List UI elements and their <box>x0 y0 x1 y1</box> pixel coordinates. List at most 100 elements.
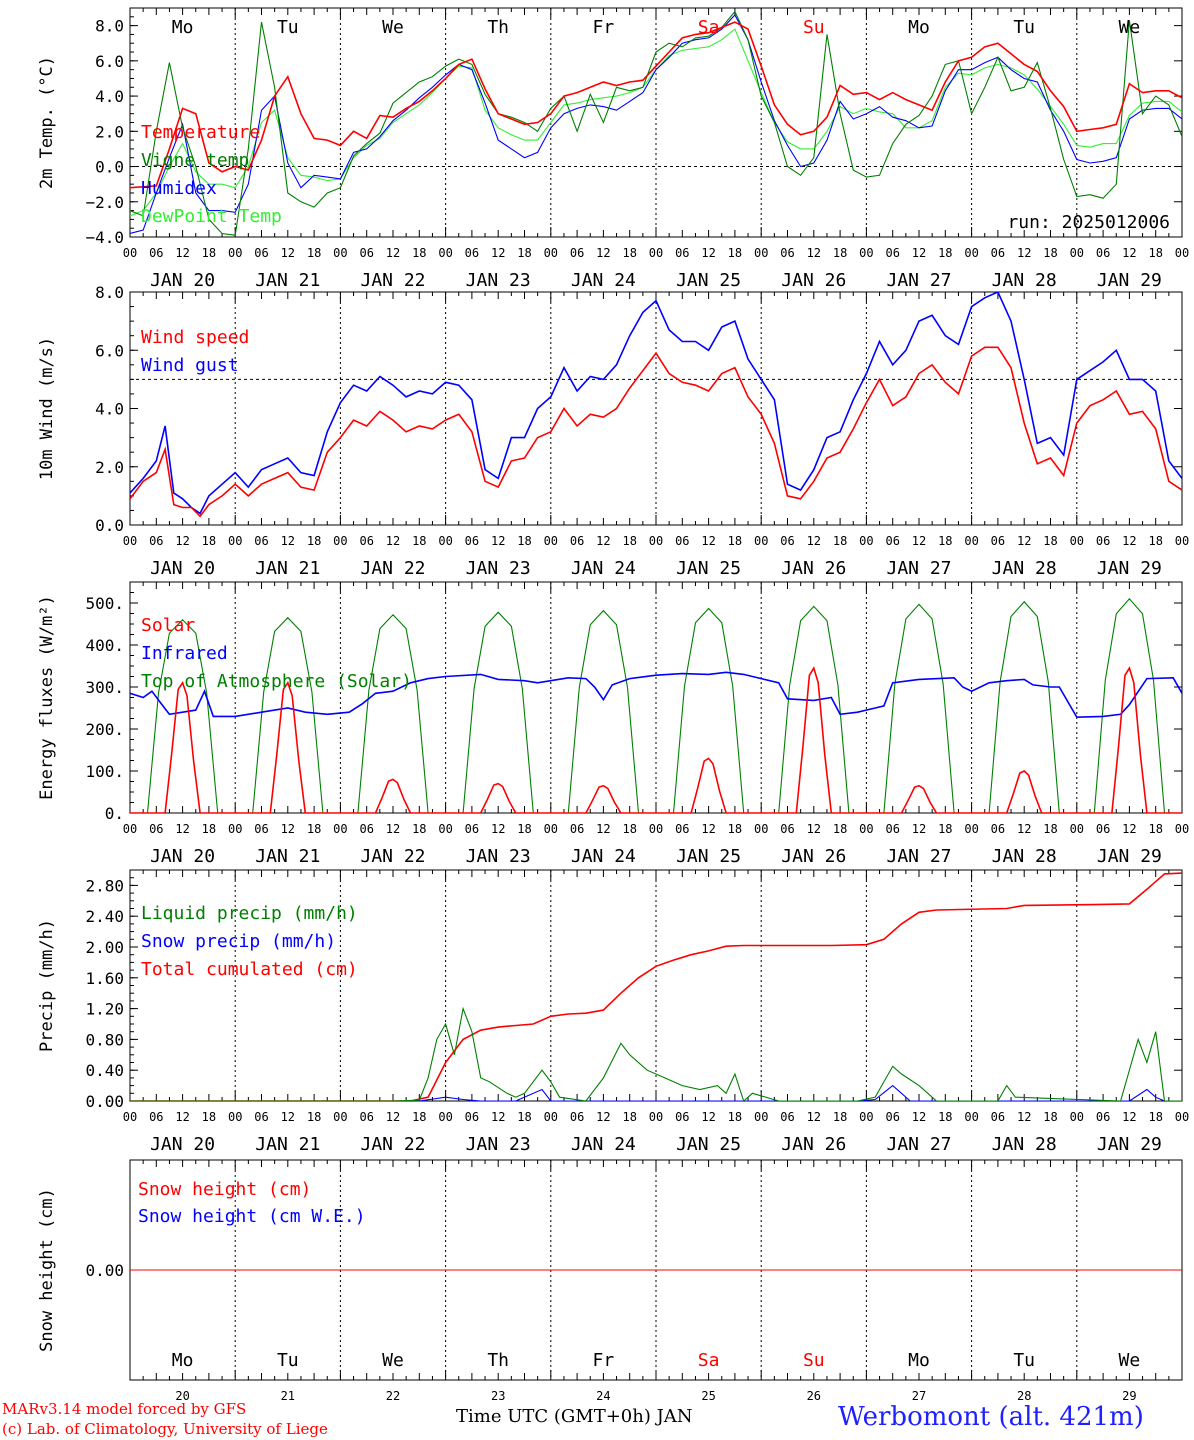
hour-tick-label: 12 <box>491 1110 505 1124</box>
y-tick-label: 1.60 <box>85 969 124 988</box>
hour-tick-label: 06 <box>359 822 373 836</box>
day-label: JAN 26 <box>781 558 846 579</box>
hour-tick-label: 06 <box>254 822 268 836</box>
hour-tick-label: 18 <box>307 246 321 260</box>
day-label: JAN 23 <box>466 846 531 867</box>
weekday-label: Tu <box>1013 17 1035 38</box>
y-axis-label: 2m Temp. (°C) <box>37 56 57 189</box>
legend-entry: Liquid precip (mm/h) <box>141 903 358 924</box>
hour-tick-label: 00 <box>754 1110 768 1124</box>
hour-tick-label: 06 <box>675 246 689 260</box>
hour-tick-label: 00 <box>1175 246 1189 260</box>
hour-tick-label: 00 <box>964 822 978 836</box>
y-tick-label: 0. <box>105 804 124 823</box>
day-label: JAN 28 <box>992 1134 1057 1155</box>
hour-tick-label: 12 <box>1122 534 1136 548</box>
hour-tick-label: 00 <box>333 1110 347 1124</box>
hour-tick-label: 12 <box>281 534 295 548</box>
hour-tick-label: 18 <box>622 822 636 836</box>
day-label: JAN 24 <box>571 1134 636 1155</box>
weekday-label: Mo <box>908 1350 930 1371</box>
series-line-0 <box>130 346 1182 518</box>
hour-tick-label: 12 <box>807 534 821 548</box>
hour-tick-label: 00 <box>964 534 978 548</box>
day-label: JAN 20 <box>150 1134 215 1155</box>
hour-tick-label: 00 <box>754 822 768 836</box>
y-tick-label: 6.0 <box>95 341 124 360</box>
series-line-2 <box>130 872 1182 1101</box>
hour-tick-label: 00 <box>859 246 873 260</box>
day-label: JAN 22 <box>360 558 425 579</box>
hour-tick-label: 00 <box>123 534 137 548</box>
hour-tick-label: 12 <box>175 534 189 548</box>
series-line-1 <box>130 10 1182 236</box>
hour-tick-label: 06 <box>675 1110 689 1124</box>
legend-entry: Solar <box>141 615 195 636</box>
hour-tick-label: 00 <box>859 822 873 836</box>
hour-tick-label: 00 <box>333 534 347 548</box>
hour-tick-label: 18 <box>1043 534 1057 548</box>
hour-tick-label: 12 <box>1017 1110 1031 1124</box>
day-label: JAN 22 <box>360 1134 425 1155</box>
y-tick-label: 1.20 <box>85 1000 124 1019</box>
y-tick-label: 500. <box>85 594 124 613</box>
legend-entry: Snow height (cm W.E.) <box>138 1206 366 1227</box>
y-axis-label: Snow height (cm) <box>37 1188 57 1352</box>
hour-tick-label: 18 <box>728 246 742 260</box>
hour-tick-label: 12 <box>701 822 715 836</box>
hour-tick-label: 18 <box>202 822 216 836</box>
day-number-label: 23 <box>491 1389 505 1400</box>
legend-entry: Total cumulated (cm) <box>141 959 358 980</box>
hour-tick-label: 18 <box>1043 246 1057 260</box>
hour-tick-label: 12 <box>491 822 505 836</box>
hour-tick-label: 18 <box>412 822 426 836</box>
day-number-label: 20 <box>175 1389 189 1400</box>
weekday-label: We <box>1119 17 1141 38</box>
hour-tick-label: 18 <box>938 246 952 260</box>
legend-entry: Wind speed <box>141 327 249 348</box>
y-tick-label: 0.00 <box>85 1092 124 1111</box>
y-tick-label: 0.0 <box>95 516 124 535</box>
hour-tick-label: 12 <box>491 534 505 548</box>
hour-tick-label: 18 <box>517 534 531 548</box>
y-tick-label: 400. <box>85 636 124 655</box>
day-number-label: 26 <box>807 1389 821 1400</box>
day-label: JAN 22 <box>360 846 425 867</box>
day-number-label: 24 <box>596 1389 610 1400</box>
hour-tick-label: 06 <box>885 246 899 260</box>
hour-tick-label: 12 <box>596 822 610 836</box>
weekday-label: Su <box>803 17 825 38</box>
y-tick-label: 2.0 <box>95 122 124 141</box>
hour-tick-label: 00 <box>438 534 452 548</box>
y-tick-label: 0.40 <box>85 1061 124 1080</box>
hour-tick-label: 06 <box>254 246 268 260</box>
hour-tick-label: 18 <box>307 822 321 836</box>
weekday-label: Su <box>803 1350 825 1371</box>
hour-tick-label: 00 <box>1175 822 1189 836</box>
hour-tick-label: 12 <box>596 1110 610 1124</box>
hour-tick-label: 18 <box>412 1110 426 1124</box>
hour-tick-label: 00 <box>333 822 347 836</box>
weekday-label: Th <box>487 17 509 38</box>
legend-entry: Snow height (cm) <box>138 1179 311 1200</box>
hour-tick-label: 06 <box>1096 1110 1110 1124</box>
hour-tick-label: 06 <box>570 1110 584 1124</box>
hour-tick-label: 00 <box>1070 1110 1084 1124</box>
hour-tick-label: 00 <box>228 534 242 548</box>
hour-tick-label: 06 <box>149 246 163 260</box>
weekday-label: Tu <box>1013 1350 1035 1371</box>
weekday-label: Fr <box>593 17 615 38</box>
hour-tick-label: 12 <box>912 246 926 260</box>
day-number-label: 21 <box>281 1389 295 1400</box>
hour-tick-label: 12 <box>281 1110 295 1124</box>
day-label: JAN 21 <box>255 846 320 867</box>
y-tick-label: 4.0 <box>95 87 124 106</box>
weekday-label: Sa <box>698 1350 720 1371</box>
day-label: JAN 28 <box>992 846 1057 867</box>
hour-tick-label: 12 <box>1017 246 1031 260</box>
hour-tick-label: 00 <box>754 246 768 260</box>
hour-tick-label: 06 <box>465 822 479 836</box>
hour-tick-label: 12 <box>912 1110 926 1124</box>
hour-tick-label: 18 <box>517 1110 531 1124</box>
y-tick-label: 8.0 <box>95 17 124 36</box>
